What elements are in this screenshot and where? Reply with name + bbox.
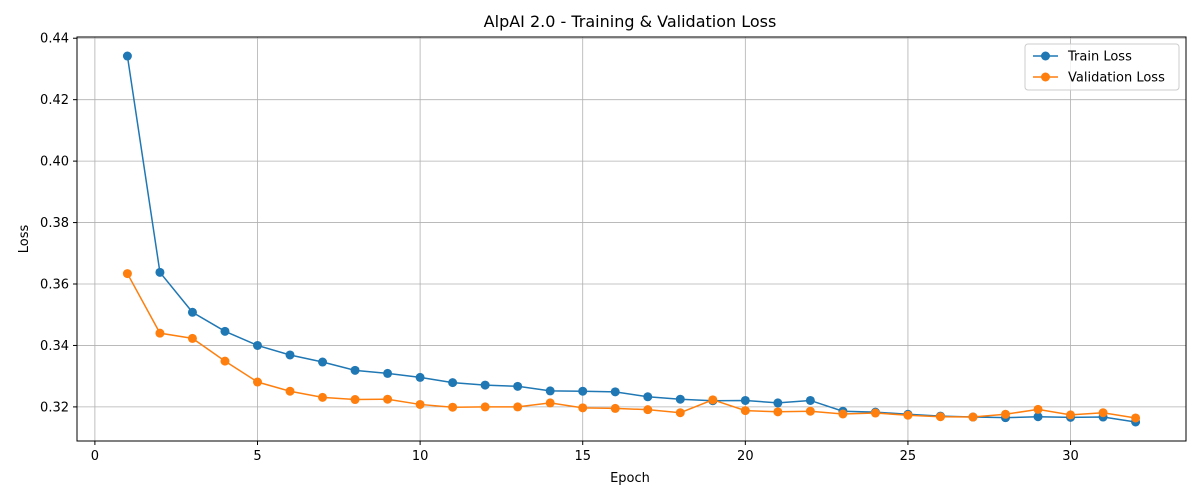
legend-marker bbox=[1041, 51, 1050, 61]
train-loss-point bbox=[252, 340, 262, 350]
legend-label: Train Loss bbox=[1067, 50, 1132, 65]
validation-loss-point bbox=[350, 395, 360, 405]
x-tick-label: 5 bbox=[253, 449, 261, 464]
train-loss-point bbox=[122, 51, 132, 61]
legend-label: Validation Loss bbox=[1068, 71, 1165, 86]
train-loss-point bbox=[285, 350, 295, 360]
grid bbox=[77, 37, 1186, 441]
validation-loss-point bbox=[1098, 408, 1108, 418]
y-tick-label: 0.32 bbox=[40, 400, 69, 415]
validation-loss-point bbox=[383, 394, 393, 404]
y-axis-label: Loss bbox=[17, 225, 32, 254]
train-loss-point bbox=[155, 267, 165, 277]
train-loss-point bbox=[187, 307, 197, 317]
validation-loss-point bbox=[318, 392, 328, 402]
validation-loss-point bbox=[935, 412, 945, 422]
train-loss-point bbox=[480, 380, 490, 390]
validation-loss-point bbox=[675, 408, 685, 418]
y-axis-ticks: 0.32 0.34 0.36 0.38 0.40 0.42 0.44 bbox=[40, 32, 77, 415]
validation-loss-line bbox=[126, 273, 1136, 419]
validation-loss-point bbox=[805, 406, 815, 416]
validation-loss-point bbox=[1001, 409, 1011, 419]
legend-item-train-loss: Train Loss bbox=[1033, 50, 1132, 65]
legend-marker bbox=[1041, 72, 1050, 82]
legend-box bbox=[1024, 43, 1180, 91]
chart-title: AlpAI 2.0 - Training & Validation Loss bbox=[484, 12, 777, 31]
train-loss-point bbox=[318, 357, 328, 367]
validation-loss-point bbox=[708, 395, 718, 405]
y-tick-label: 0.44 bbox=[40, 32, 69, 47]
train-loss-point bbox=[415, 372, 425, 382]
validation-loss-point bbox=[220, 356, 230, 366]
train-loss-point bbox=[773, 398, 783, 408]
series-layer bbox=[122, 51, 1141, 427]
train-loss-point bbox=[448, 378, 458, 388]
validation-loss-point bbox=[903, 410, 913, 420]
y-tick-label: 0.36 bbox=[40, 278, 69, 293]
train-loss-point bbox=[610, 387, 620, 397]
x-axis-label: Epoch bbox=[610, 471, 650, 486]
train-loss-point bbox=[383, 368, 393, 378]
y-tick-label: 0.38 bbox=[40, 216, 69, 231]
train-loss-point bbox=[220, 326, 230, 336]
y-tick-label: 0.40 bbox=[40, 155, 69, 170]
train-loss-point bbox=[513, 381, 523, 391]
validation-loss-point bbox=[1033, 404, 1043, 414]
validation-loss-point bbox=[773, 407, 783, 417]
train-loss-point bbox=[350, 365, 360, 375]
validation-loss-point bbox=[545, 398, 555, 408]
validation-loss-point bbox=[122, 269, 132, 279]
validation-loss-point bbox=[968, 412, 978, 422]
train-loss-point bbox=[643, 392, 653, 402]
validation-loss-point bbox=[740, 406, 750, 416]
validation-loss-point bbox=[155, 328, 165, 338]
validation-loss-point bbox=[1131, 413, 1141, 423]
x-tick-label: 10 bbox=[412, 449, 429, 464]
train-loss-point bbox=[1033, 412, 1043, 422]
validation-loss-point bbox=[610, 403, 620, 413]
legend: Train Loss Validation Loss bbox=[1024, 43, 1180, 91]
x-axis-ticks: 0 5 10 15 20 25 30 bbox=[91, 441, 1079, 464]
train-loss-point bbox=[545, 386, 555, 396]
validation-loss-point bbox=[252, 377, 262, 387]
series-validation-loss bbox=[122, 269, 1141, 423]
x-tick-label: 30 bbox=[1062, 449, 1079, 464]
plot-frame bbox=[76, 36, 1187, 442]
y-tick-label: 0.34 bbox=[40, 339, 69, 354]
validation-loss-point bbox=[1066, 410, 1076, 420]
train-loss-point bbox=[805, 395, 815, 405]
validation-loss-point bbox=[643, 405, 653, 415]
x-tick-label: 25 bbox=[900, 449, 917, 464]
validation-loss-point bbox=[285, 386, 295, 396]
y-tick-label: 0.42 bbox=[40, 93, 69, 108]
validation-loss-point bbox=[513, 402, 523, 412]
train-loss-point bbox=[675, 394, 685, 404]
validation-loss-point bbox=[480, 402, 490, 412]
x-tick-label: 15 bbox=[574, 449, 591, 464]
x-tick-label: 20 bbox=[737, 449, 754, 464]
train-loss-point bbox=[740, 395, 750, 405]
validation-loss-point bbox=[187, 333, 197, 343]
validation-loss-point bbox=[415, 399, 425, 409]
validation-loss-point bbox=[578, 403, 588, 413]
train-loss-point bbox=[578, 386, 588, 396]
validation-loss-point bbox=[838, 409, 848, 419]
legend-item-validation-loss: Validation Loss bbox=[1033, 71, 1165, 86]
validation-loss-point bbox=[870, 408, 880, 418]
validation-loss-point bbox=[448, 402, 458, 412]
x-tick-label: 0 bbox=[91, 449, 99, 464]
